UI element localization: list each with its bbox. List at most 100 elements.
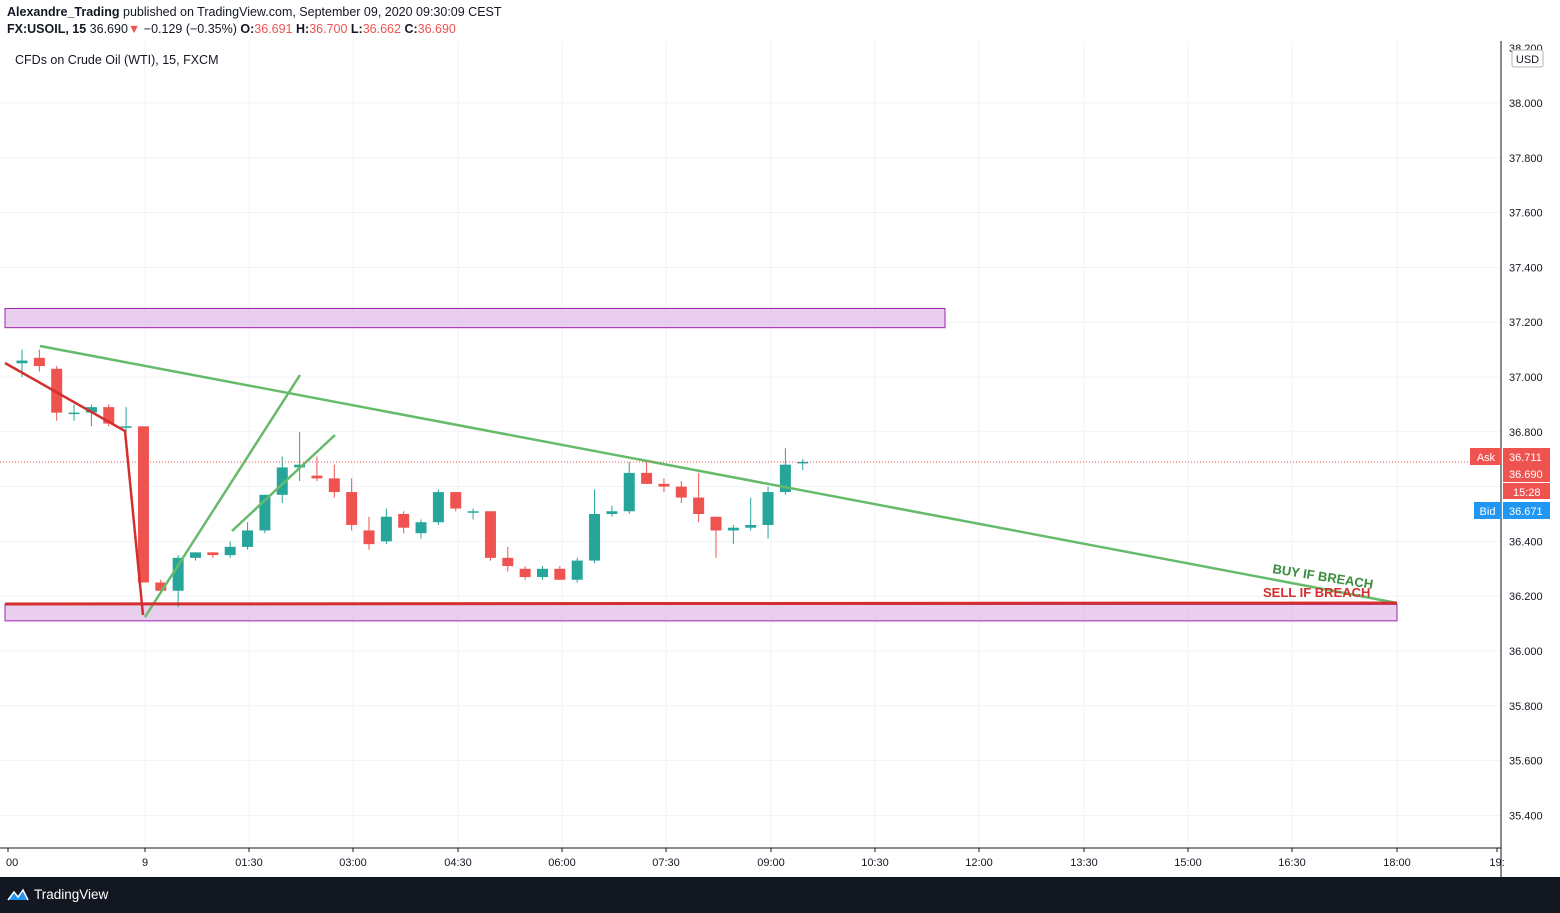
candle-body [727, 527, 739, 531]
zones [4, 308, 1398, 622]
candle-body [51, 368, 63, 413]
candle-body [346, 492, 358, 525]
currency-label: USD [1516, 54, 1539, 66]
x-tick-label: 07:30 [652, 857, 680, 869]
x-tick-label: 13:30 [1070, 857, 1098, 869]
publish-line: Alexandre_Trading published on TradingVi… [7, 5, 502, 19]
candle-body [658, 483, 670, 487]
publish-info: published on TradingView.com, September … [123, 5, 502, 19]
decline-line [4, 361, 145, 616]
countdown-label: 15:28 [1513, 487, 1541, 499]
header-bar: Alexandre_Trading published on TradingVi… [0, 0, 1560, 41]
candle-body [380, 516, 392, 542]
ohlc-line: FX:USOIL, 15 36.690▼ −0.129 (−0.35%) O:3… [7, 22, 456, 36]
candle-body [554, 568, 566, 580]
tradingview-brand[interactable]: TradingView [34, 887, 109, 902]
candle-body [797, 461, 809, 464]
x-tick-label: 00 [6, 857, 18, 869]
ask-label: Ask [1477, 452, 1496, 464]
y-tick-label: 37.800 [1509, 153, 1543, 165]
candle-body [415, 522, 427, 534]
candle-body [207, 552, 219, 556]
candle-body [398, 514, 410, 528]
x-tick-label: 15:00 [1174, 857, 1202, 869]
y-tick-label: 37.000 [1509, 372, 1543, 384]
candle-body [675, 486, 687, 498]
x-tick-label: 12:00 [965, 857, 993, 869]
x-tick-label: 01:30 [235, 857, 263, 869]
candle-body [242, 530, 254, 547]
down-arrow-icon: ▼ [127, 22, 141, 36]
author-name[interactable]: Alexandre_Trading [7, 5, 120, 19]
candle-body [294, 464, 306, 468]
candle-body [120, 426, 132, 428]
candle-body [779, 464, 791, 493]
low-value: 36.662 [362, 22, 401, 36]
chart-title: CFDs on Crude Oil (WTI), 15, FXCM [15, 53, 219, 67]
y-tick-label: 37.200 [1509, 317, 1543, 329]
x-tick-label: 09:00 [757, 857, 785, 869]
candle-body [85, 407, 97, 413]
price-change: −0.129 (−0.35%) [143, 22, 237, 36]
bid-label: Bid [1480, 506, 1496, 518]
candle-body [745, 524, 757, 528]
y-tick-label: 36.000 [1509, 646, 1543, 658]
time-axis[interactable]: 00 9 01:30 03:00 04:30 06:00 07:30 09:00 10:30 12… [0, 847, 1505, 869]
y-tick-label: 36.800 [1509, 427, 1543, 439]
chart-svg[interactable]: CFDs on Crude Oil (WTI), 15, FXCM 38.200… [0, 41, 1560, 877]
candle-body [311, 475, 323, 479]
candle-body [224, 546, 236, 556]
candle-body [137, 426, 149, 583]
close-label: C: [404, 22, 418, 36]
candle-body [641, 472, 653, 484]
candle-body [762, 492, 774, 525]
support-line [4, 601, 1398, 606]
candle-body [33, 357, 45, 367]
high-value: 36.700 [309, 22, 348, 36]
footer-bar: TradingView [0, 877, 1560, 913]
candle-body [710, 516, 722, 531]
candle-body [172, 557, 184, 591]
x-tick-label: 03:00 [339, 857, 367, 869]
candle-body [606, 511, 618, 514]
y-tick-label: 38.000 [1509, 98, 1543, 110]
open-value: 36.691 [254, 22, 293, 36]
candle-body [693, 497, 705, 514]
candle-body [190, 552, 201, 558]
candle-body [68, 412, 80, 415]
symbol-label[interactable]: FX:USOIL, 15 [7, 22, 87, 36]
x-tick-label: 04:30 [444, 857, 472, 869]
y-tick-label: 37.400 [1509, 262, 1543, 274]
zone-box [4, 603, 1398, 622]
candle-body [537, 568, 548, 578]
grid [0, 41, 1501, 848]
bid-price: 36.671 [1509, 506, 1543, 518]
price-labels: Ask 36.711 36.690 15:28 Bid 36.671 [1470, 448, 1550, 519]
high-label: H: [295, 22, 310, 36]
candle-body [328, 478, 340, 493]
low-label: L: [350, 22, 363, 36]
candle-body [519, 568, 531, 578]
x-tick-label: 10:30 [861, 857, 889, 869]
candles [16, 349, 809, 608]
last-price: 36.690 [89, 22, 128, 36]
ask-price: 36.711 [1509, 452, 1542, 464]
x-tick-label: 19: [1489, 857, 1504, 869]
y-tick-label: 36.200 [1509, 591, 1543, 603]
zone-box [4, 308, 946, 329]
candle-body [589, 514, 601, 561]
candle-body [363, 530, 375, 545]
candle-body [276, 467, 288, 495]
y-tick-label: 37.600 [1509, 208, 1543, 220]
uptrend-line-steep [143, 374, 302, 618]
tradingview-logo-icon[interactable] [6, 887, 30, 903]
candle-body [484, 511, 496, 558]
currency-badge[interactable]: USD [1511, 49, 1544, 68]
x-tick-label: 9 [142, 857, 148, 869]
chart-area[interactable]: CFDs on Crude Oil (WTI), 15, FXCM 38.200… [0, 41, 1560, 877]
drawings [4, 344, 1398, 618]
candle-body [467, 511, 479, 513]
candle-body [259, 494, 271, 531]
y-tick-label: 35.400 [1509, 810, 1543, 822]
candle-body [155, 582, 167, 591]
